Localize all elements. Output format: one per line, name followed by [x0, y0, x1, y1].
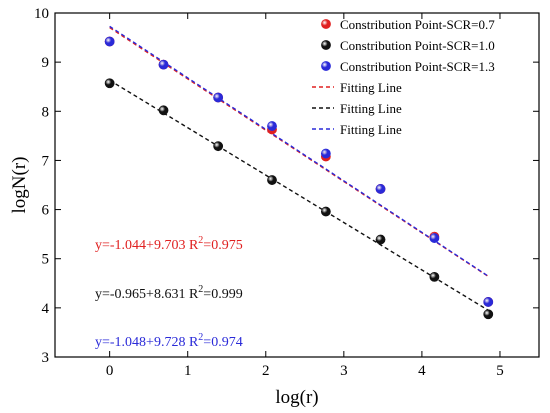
- legend: Constribution Point-SCR=0.7 Constribution…: [312, 17, 495, 137]
- data-point: [104, 36, 115, 47]
- data-point: [429, 271, 440, 282]
- x-tick-label: 5: [496, 363, 504, 379]
- y-tick-label: 4: [42, 301, 50, 317]
- data-point: [320, 206, 331, 217]
- plot-area: [54, 12, 540, 358]
- legend-marker: [321, 61, 331, 71]
- fit-equation: y=-1.044+9.703 R2=0.975: [95, 235, 243, 253]
- legend-label: Fitting Line: [340, 101, 402, 116]
- data-point: [320, 148, 331, 159]
- x-tick-label: 2: [262, 363, 270, 379]
- x-tick-label: 3: [340, 363, 348, 379]
- y-tick-label: 5: [42, 252, 50, 268]
- y-axis-title: logN(r): [9, 157, 30, 214]
- data-point: [267, 121, 277, 131]
- data-point: [267, 175, 277, 185]
- y-tick-label: 10: [34, 6, 49, 22]
- y-tick-label: 9: [42, 55, 50, 71]
- data-point: [213, 92, 224, 103]
- fit-line: [109, 79, 489, 311]
- data-point: [104, 78, 115, 89]
- legend-marker: [321, 40, 331, 50]
- y-tick-label: 8: [42, 104, 50, 120]
- data-points: [104, 36, 494, 320]
- y-tick-label: 6: [42, 203, 50, 219]
- data-point: [213, 141, 224, 152]
- x-tick-label: 0: [106, 363, 114, 379]
- x-axis-title: log(r): [275, 387, 318, 408]
- fit-equation: y=-1.048+9.728 R2=0.974: [95, 332, 243, 350]
- fit-line: [109, 25, 489, 277]
- fit-equation: y=-0.965+8.631 R2=0.999: [95, 284, 243, 302]
- x-tick-label: 4: [418, 363, 426, 379]
- legend-label: Fitting Line: [340, 122, 402, 137]
- data-point: [375, 234, 386, 245]
- legend-label: Fitting Line: [340, 80, 402, 95]
- data-point: [429, 233, 440, 243]
- legend-marker: [321, 19, 331, 29]
- data-point: [483, 309, 494, 320]
- fit-equations: y=-1.044+9.703 R2=0.975 y=-0.965+8.631 R2…: [95, 235, 243, 350]
- y-tick-label: 7: [42, 153, 50, 169]
- data-point: [158, 59, 169, 70]
- data-point: [158, 105, 169, 116]
- legend-label: Constribution Point-SCR=0.7: [340, 17, 495, 32]
- data-point: [375, 184, 386, 194]
- y-tick-label: 3: [42, 350, 50, 366]
- axis-ticks: 0 1 2 3 4 5 3 4 5 6 7 8 9 10: [34, 6, 539, 379]
- legend-label: Constribution Point-SCR=1.3: [340, 59, 495, 74]
- data-point: [483, 297, 494, 307]
- legend-label: Constribution Point-SCR=1.0: [340, 38, 495, 53]
- fit-lines: [109, 25, 489, 311]
- x-tick-label: 1: [184, 363, 192, 379]
